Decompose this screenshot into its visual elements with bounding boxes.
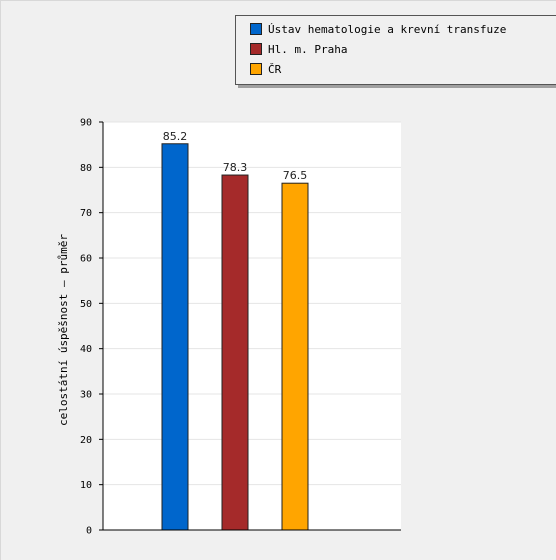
plot-area <box>103 122 401 530</box>
bar-value-label-1: 78.3 <box>223 161 248 174</box>
legend-swatch-2 <box>250 63 262 75</box>
y-tick-label: 70 <box>80 208 92 219</box>
y-tick-label: 50 <box>80 299 92 310</box>
legend-label-1: Hl. m. Praha <box>268 42 348 56</box>
legend-label-2: ČR <box>268 62 282 76</box>
legend-item-0: Ústav hematologie a krevní transfuze <box>250 20 506 38</box>
y-tick-label: 0 <box>86 526 92 537</box>
bar-value-label-2: 76.5 <box>283 169 308 182</box>
legend-label-0: Ústav hematologie a krevní transfuze <box>268 22 507 36</box>
y-axis-ticks: 0 10 20 30 40 50 60 70 80 90 <box>80 118 103 537</box>
y-tick-label: 40 <box>80 344 92 355</box>
bar-1 <box>221 174 249 531</box>
bar-0 <box>161 143 189 531</box>
gridlines <box>103 121 401 486</box>
bar-2 <box>281 182 309 531</box>
y-tick-label: 10 <box>80 480 92 491</box>
y-tick-label: 30 <box>80 390 92 401</box>
y-tick-label: 20 <box>80 435 92 446</box>
y-tick-label: 60 <box>80 254 92 265</box>
y-tick-label: 80 <box>80 163 92 174</box>
legend-swatch-1 <box>250 43 262 55</box>
legend-item-2: ČR <box>250 60 281 78</box>
bar-value-label-0: 85.2 <box>163 130 188 143</box>
bars: 85.2 78.3 76.5 <box>161 130 309 531</box>
legend: Ústav hematologie a krevní transfuze Hl.… <box>235 15 556 85</box>
legend-item-1: Hl. m. Praha <box>250 40 347 58</box>
y-tick-label: 90 <box>80 118 92 129</box>
y-axis-title: celostátní úspěšnost – průměr <box>57 234 70 426</box>
legend-swatch-0 <box>250 23 262 35</box>
